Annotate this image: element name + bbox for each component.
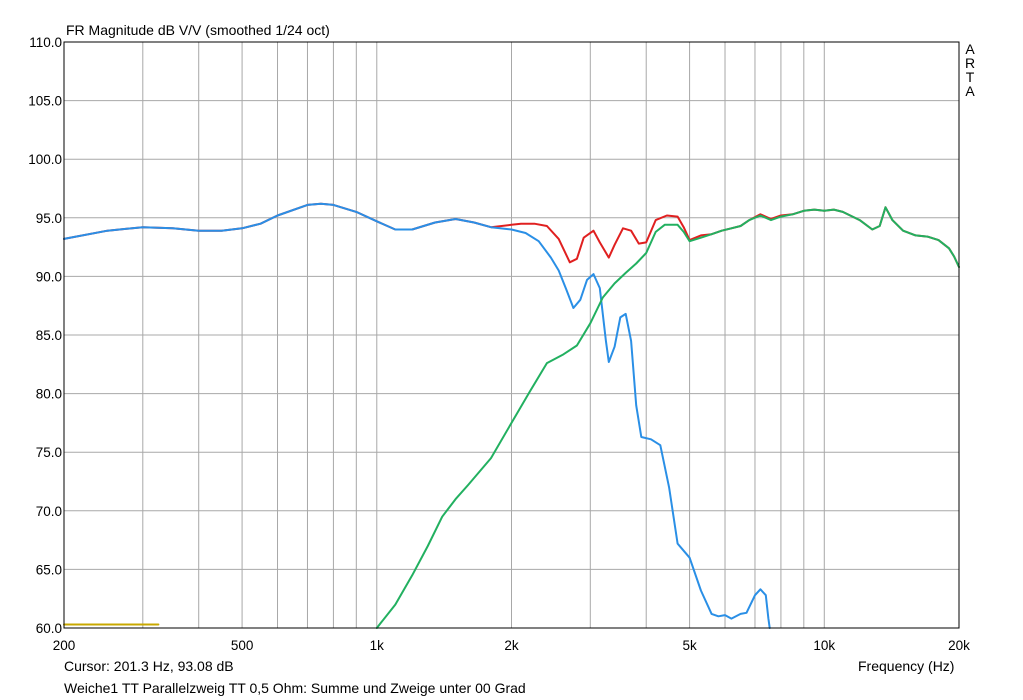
brand-label: ARTA	[964, 41, 976, 99]
x-tick-label: 10k	[813, 638, 835, 653]
series-line-2	[63, 202, 771, 629]
y-tick-label: 70.0	[36, 504, 62, 519]
footer-caption: Weiche1 TT Parallelzweig TT 0,5 Ohm: Sum…	[64, 680, 526, 696]
y-tick-label: 60.0	[36, 621, 62, 636]
x-tick-label: 500	[231, 638, 254, 653]
x-tick-label: 20k	[948, 638, 970, 653]
x-tick-label: 200	[53, 638, 76, 653]
y-tick-label: 110.0	[29, 35, 62, 50]
cursor-readout: Cursor: 201.3 Hz, 93.08 dB	[64, 658, 234, 674]
x-tick-label: 5k	[682, 638, 697, 653]
x-tick-label: 2k	[504, 638, 519, 653]
y-tick-label: 85.0	[36, 328, 62, 343]
y-tick-label: 90.0	[36, 269, 62, 284]
plot-frame	[63, 41, 960, 629]
x-tick-label: 1k	[370, 638, 385, 653]
y-tick-label: 95.0	[36, 211, 62, 226]
y-tick-label: 75.0	[36, 445, 62, 460]
tick-labels: 60.0 65.0 70.0 75.0 80.0 85.0 90.0 95.0 100.0 105…	[28, 35, 970, 653]
y-tick-label: 100.0	[28, 152, 62, 167]
y-tick-label: 105.0	[28, 94, 62, 109]
x-axis-label: Frequency (Hz)	[858, 658, 955, 674]
grid	[64, 42, 959, 628]
series-layer	[63, 202, 960, 629]
series-line-3	[375, 206, 960, 629]
y-tick-label: 80.0	[36, 387, 62, 402]
chart-title: FR Magnitude dB V/V (smoothed 1/24 oct)	[66, 22, 330, 38]
y-tick-label: 65.0	[36, 562, 62, 577]
